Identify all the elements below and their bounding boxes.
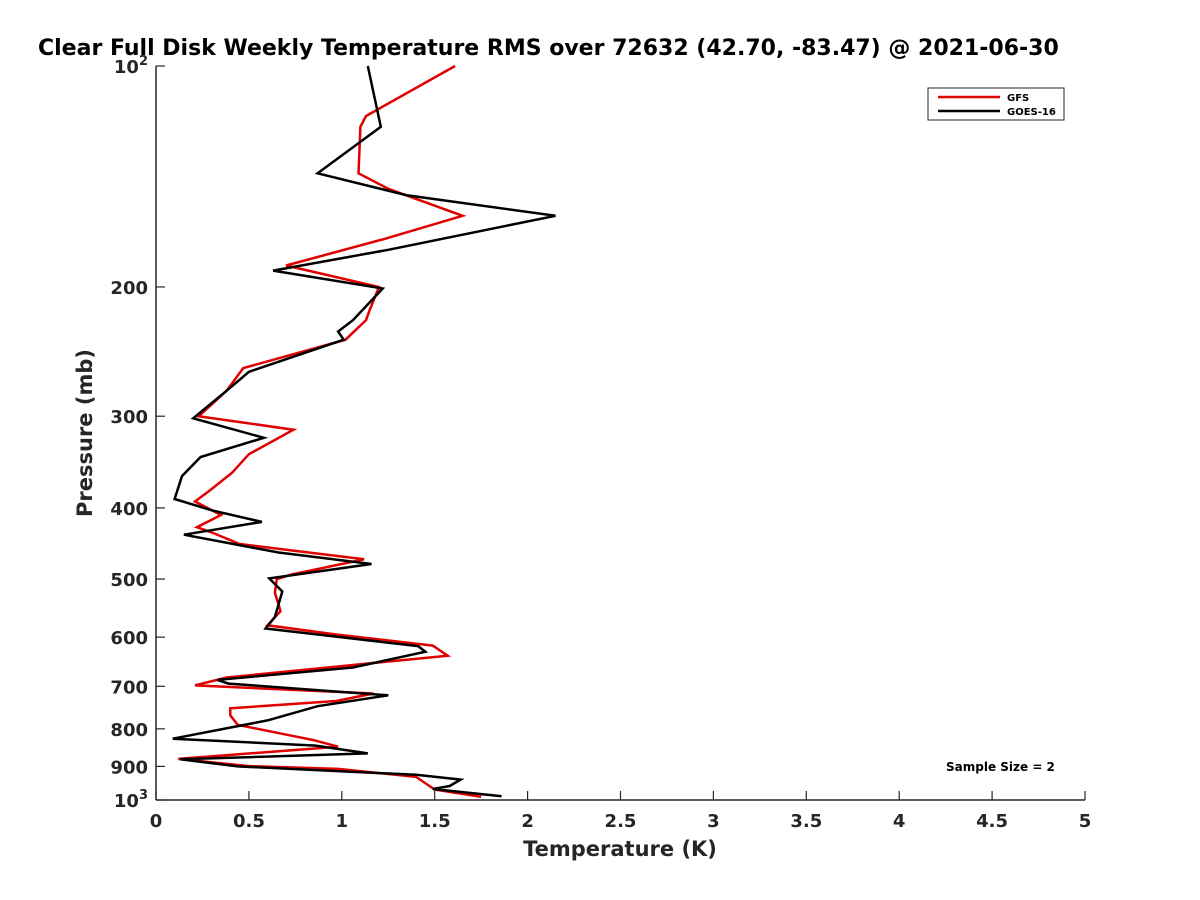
y-tick-label: 800 (110, 720, 148, 741)
y-tick-label: 900 (110, 757, 148, 778)
x-tick-label: 1 (336, 811, 349, 832)
y-tick-label: 102 (114, 54, 148, 78)
x-tick-label: 0.5 (233, 811, 265, 832)
series-layer (172, 64, 556, 799)
y-axis-label: Pressure (mb) (73, 349, 97, 517)
chart-title: Clear Full Disk Weekly Temperature RMS o… (38, 36, 1059, 61)
y-tick-label: 300 (110, 407, 148, 428)
x-tick-label: 1.5 (419, 811, 451, 832)
x-tick-label: 2 (521, 811, 534, 832)
x-axis-ticks: 0 0.5 1 1.5 2 2.5 3 3.5 4 4.5 5 (150, 791, 1092, 832)
y-tick-label: 600 (110, 628, 148, 649)
x-axis-label: Temperature (K) (523, 837, 717, 861)
legend-label: GFS (1007, 93, 1029, 104)
x-tick-label: 4 (893, 811, 906, 832)
series-line-gfs (178, 64, 482, 799)
x-tick-label: 3.5 (790, 811, 822, 832)
y-tick-label: 500 (110, 570, 148, 591)
x-tick-label: 3 (707, 811, 720, 832)
x-tick-label: 2.5 (605, 811, 637, 832)
x-tick-label: 4.5 (976, 811, 1008, 832)
series-line-goes-16 (172, 65, 556, 798)
y-axis-ticks: 102 200 300 400 500 600 700 800 900 103 (110, 54, 165, 812)
legend: GFS GOES-16 (927, 87, 1065, 121)
y-tick-label: 103 (114, 788, 148, 812)
x-tick-label: 5 (1079, 811, 1092, 832)
legend-box (927, 87, 1065, 121)
x-tick-label: 0 (150, 811, 163, 832)
legend-label: GOES-16 (1007, 107, 1056, 118)
y-tick-label: 200 (110, 278, 148, 299)
y-tick-label: 700 (110, 677, 148, 698)
y-tick-label: 400 (110, 499, 148, 520)
sample-size-annotation: Sample Size = 2 (946, 760, 1055, 774)
